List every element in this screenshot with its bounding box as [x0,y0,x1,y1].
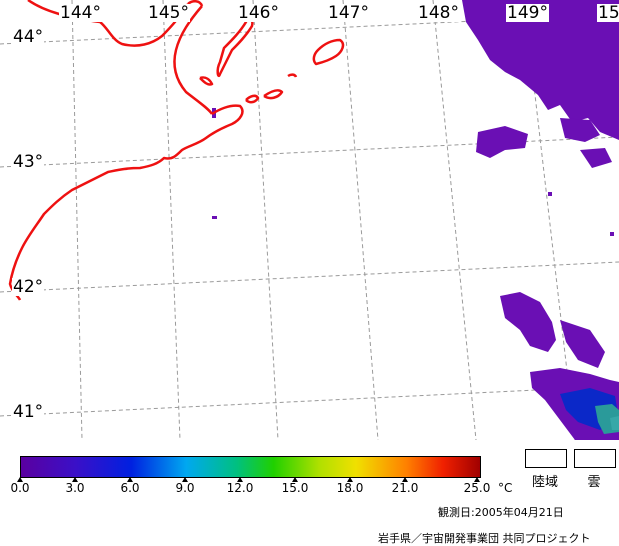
colorbar-tick [17,477,23,482]
credit-line: 岩手県／宇宙開発事業団 共同プロジェクト [378,532,591,545]
longitude-label-144: 144° [59,3,102,23]
colorbar-unit: °C [498,481,513,495]
latitude-label-42: 42° [12,277,45,297]
longitude-label-148: 148° [417,3,460,23]
colorbar-tick [237,477,243,482]
cloud-legend-label: 雲 [587,475,601,490]
sst-warm-core [560,388,619,434]
coastline [8,0,345,301]
colorbar-tick-label-0: 0.0 [10,481,30,495]
colorbar-tick-label-25: 25.0 [463,481,491,495]
sst-map [0,0,619,440]
latitude-label-41: 41° [12,402,45,422]
temperature-colorbar [20,456,481,478]
colorbar-tick-label-9: 9.0 [175,481,195,495]
cloud-legend-swatch [574,449,616,468]
colorbar-tick [292,477,298,482]
longitude-label-146: 146° [237,3,280,23]
colorbar-tick-label-6: 6.0 [120,481,140,495]
colorbar-tick [127,477,133,482]
latitude-label-44: 44° [12,27,45,47]
colorbar-tick [72,477,78,482]
colorbar-tick-label-15: 15.0 [281,481,309,495]
colorbar-tick-label-3: 3.0 [65,481,85,495]
colorbar-tick [474,477,480,482]
latitude-label-43: 43° [12,152,45,172]
longitude-label-149: 149° [506,3,549,23]
colorbar-tick-label-12: 12.0 [226,481,254,495]
colorbar-tick-label-21: 21.0 [391,481,419,495]
colorbar-tick-label-18: 18.0 [336,481,364,495]
observation-date: 観測日:2005年04月21日 [438,506,564,519]
colorbar-tick [182,477,188,482]
land-legend-label: 陸域 [531,475,558,490]
land-legend-swatch [525,449,567,468]
colorbar-tick [347,477,353,482]
sst-patches [212,0,619,440]
colorbar-tick [402,477,408,482]
longitude-label-150: 15 [597,3,619,23]
longitude-label-145: 145° [147,3,190,23]
longitude-label-147: 147° [327,3,370,23]
